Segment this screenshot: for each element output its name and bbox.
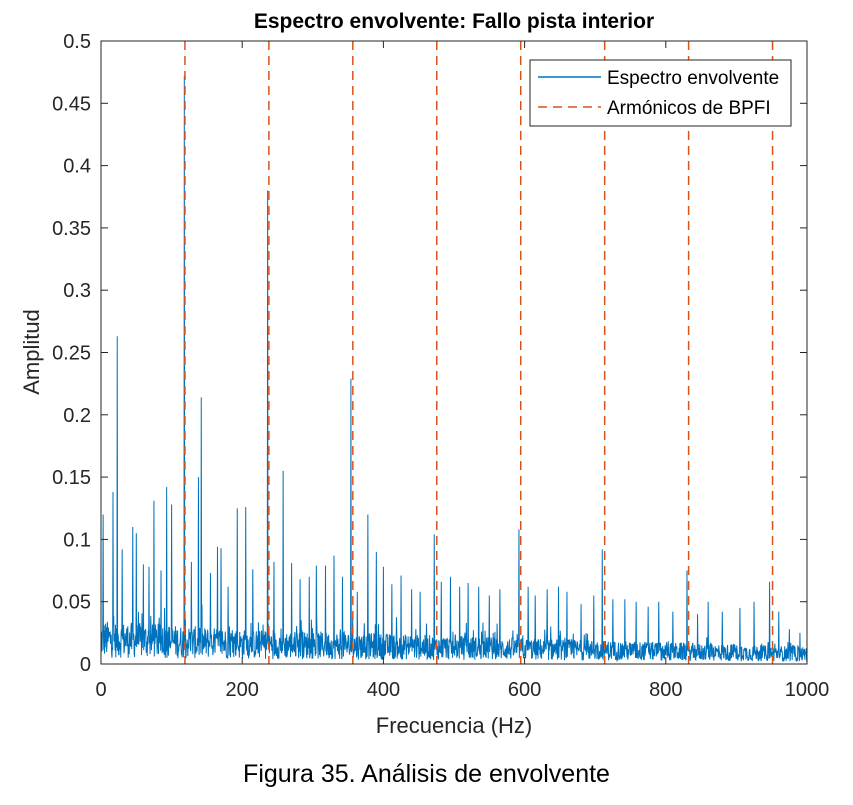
plot-background [101,41,807,664]
y-tick-label: 0.45 [52,93,91,115]
x-tick-label: 0 [95,679,106,701]
plot-area: 0 200 400 600 800 1000 0 0.05 0.1 0.15 0.2 0.25 0.3 0… [52,31,829,701]
y-tick-label: 0.2 [63,405,91,427]
y-tick-label: 0 [80,654,91,676]
x-tick-label: 1000 [785,679,830,701]
y-tick-label: 0.35 [52,218,91,240]
chart-title: Espectro envolvente: Fallo pista interio… [254,10,654,33]
x-tick-label: 200 [226,679,259,701]
axis-ticks: 0 200 400 600 800 1000 0 0.05 0.1 0.15 0.2 0.25 0.3 0… [52,31,829,701]
y-tick-label: 0.3 [63,280,91,302]
x-tick-label: 800 [649,679,682,701]
legend-label-harmonics: Armónicos de BPFI [607,98,771,119]
legend-label-spectrum: Espectro envolvente [607,68,779,89]
y-tick-label: 0.4 [63,156,91,178]
y-tick-label: 0.25 [52,343,91,365]
y-tick-label: 0.15 [52,467,91,489]
figure-caption: Figura 35. Análisis de envolvente [243,760,610,788]
legend-box [529,59,792,127]
y-tick-label: 0.05 [52,592,91,614]
x-tick-label: 400 [367,679,400,701]
y-tick-label: 0.5 [63,31,91,53]
y-axis-label: Amplitud [19,309,44,395]
x-axis-label: Frecuencia (Hz) [376,713,532,738]
x-tick-label: 600 [508,679,541,701]
envelope-spectrum-chart: Espectro envolvente: Fallo pista interio… [19,10,829,738]
legend: Espectro envolvente Armónicos de BPFI [529,59,792,127]
y-tick-label: 0.1 [63,529,91,551]
